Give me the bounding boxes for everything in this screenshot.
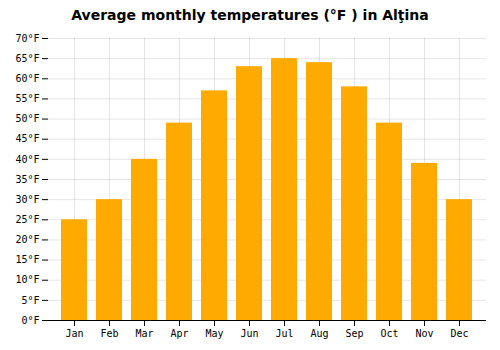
svg-text:10°F: 10°F	[15, 274, 39, 285]
svg-text:35°F: 35°F	[15, 174, 39, 185]
svg-text:25°F: 25°F	[15, 214, 39, 225]
svg-text:Feb: Feb	[100, 328, 118, 339]
svg-text:0°F: 0°F	[21, 315, 39, 326]
svg-text:50°F: 50°F	[15, 113, 39, 124]
svg-text:Nov: Nov	[415, 328, 433, 339]
svg-text:Mar: Mar	[135, 328, 153, 339]
svg-text:Jan: Jan	[65, 328, 83, 339]
svg-text:Oct: Oct	[380, 328, 398, 339]
svg-text:60°F: 60°F	[15, 73, 39, 84]
svg-text:Dec: Dec	[450, 328, 468, 339]
svg-text:70°F: 70°F	[15, 33, 39, 44]
svg-text:65°F: 65°F	[15, 53, 39, 64]
svg-text:30°F: 30°F	[15, 194, 39, 205]
svg-text:Apr: Apr	[170, 328, 188, 339]
svg-text:Sep: Sep	[345, 328, 363, 339]
svg-text:May: May	[205, 328, 223, 339]
svg-text:5°F: 5°F	[21, 295, 39, 306]
svg-text:45°F: 45°F	[15, 133, 39, 144]
svg-text:15°F: 15°F	[15, 254, 39, 265]
svg-text:20°F: 20°F	[15, 234, 39, 245]
svg-text:55°F: 55°F	[15, 93, 39, 104]
html-text:Average monthly temperatures (: Average monthly temperatures (°F ) in Al…	[71, 7, 429, 23]
svg-text:Aug: Aug	[310, 328, 328, 339]
svg-text:40°F: 40°F	[15, 154, 39, 165]
svg-text:Jun: Jun	[240, 328, 258, 339]
svg-text:Jul: Jul	[275, 328, 293, 339]
